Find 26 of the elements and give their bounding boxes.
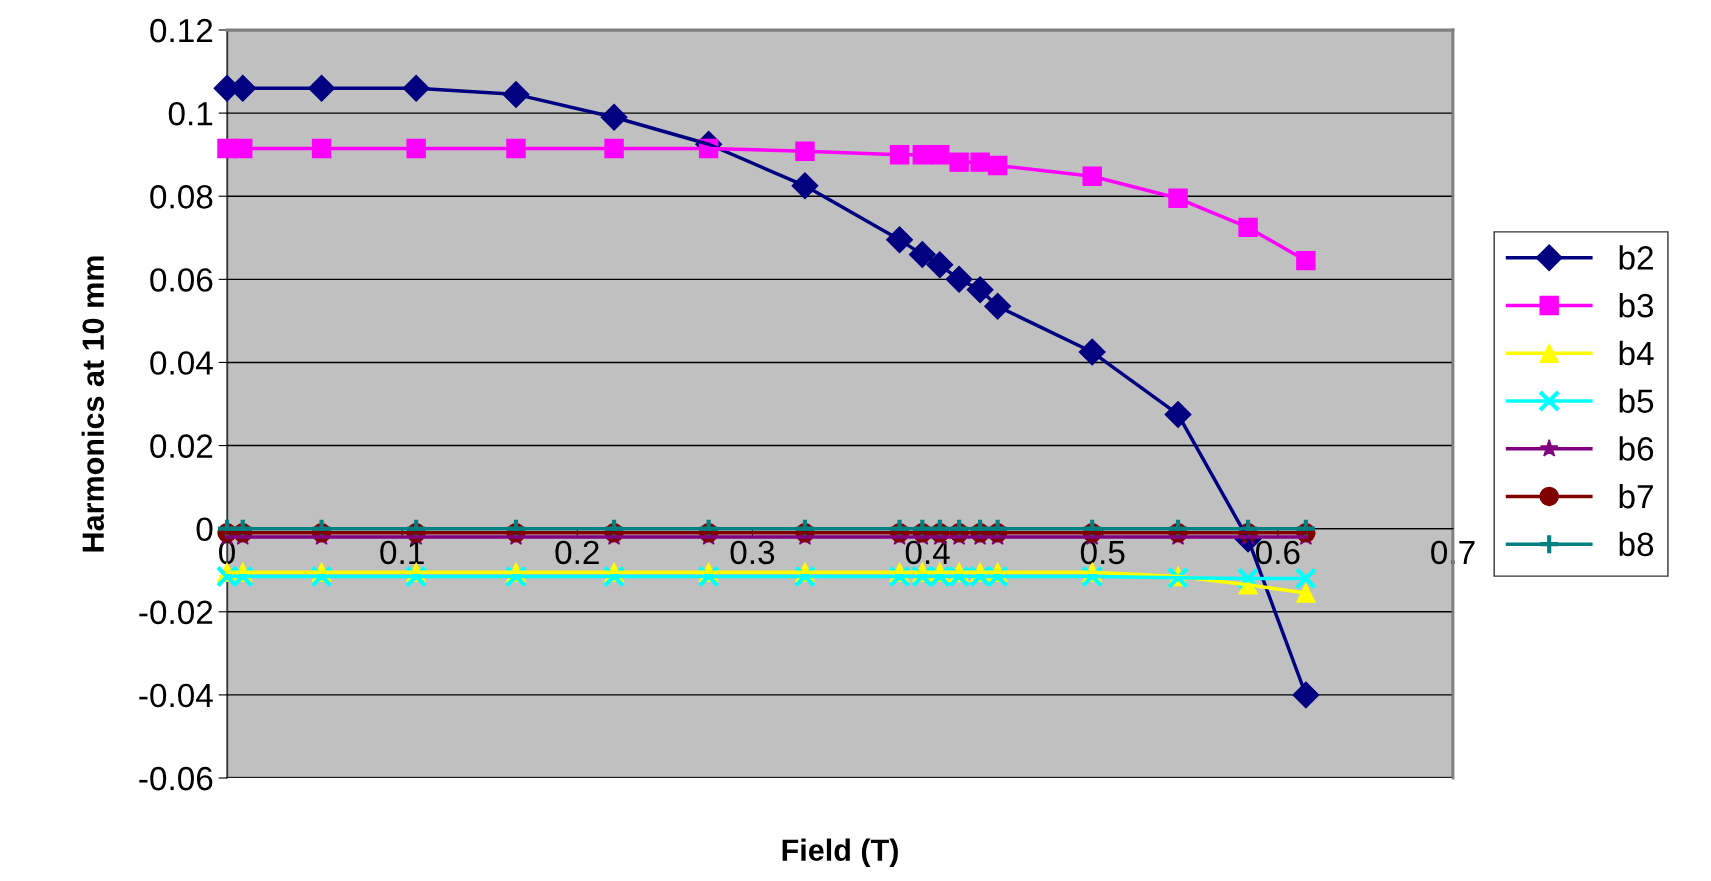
y-axis-title: Harmonics at 10 mm: [81, 256, 105, 552]
x-tick-label: 0.2: [555, 540, 599, 565]
y-tick-label: -0.02: [139, 600, 213, 625]
x-tick-label: 0.4: [905, 540, 950, 565]
legend-label: b3: [1619, 292, 1654, 318]
y-tick-label: -0.06: [139, 766, 213, 791]
y-tick-label: -0.04: [139, 683, 213, 708]
legend-label: b8: [1619, 531, 1654, 557]
x-tick-label: 0.5: [1080, 540, 1125, 565]
y-tick-label: 0.04: [150, 351, 213, 375]
y-tick-label: 0.1: [168, 101, 213, 126]
x-tick-label: 0.7: [1431, 540, 1475, 565]
legend-label: b4: [1619, 340, 1654, 366]
legend-label: b6: [1619, 436, 1654, 461]
legend-label: b5: [1619, 388, 1654, 413]
y-tick-label: 0.02: [150, 434, 213, 458]
y-tick-label: 0: [196, 517, 213, 542]
legend-label: b7: [1619, 483, 1653, 509]
legend-label: b2: [1619, 245, 1653, 270]
x-tick-label: 0.1: [380, 540, 424, 565]
x-tick-label: 0.6: [1255, 540, 1300, 565]
y-tick-label: 0.12: [150, 18, 213, 43]
x-tick-label: 0.3: [730, 540, 775, 565]
y-tick-label: 0.08: [150, 185, 213, 209]
y-tick-label: 0.06: [150, 268, 213, 292]
x-axis-title: Field (T): [782, 838, 898, 868]
